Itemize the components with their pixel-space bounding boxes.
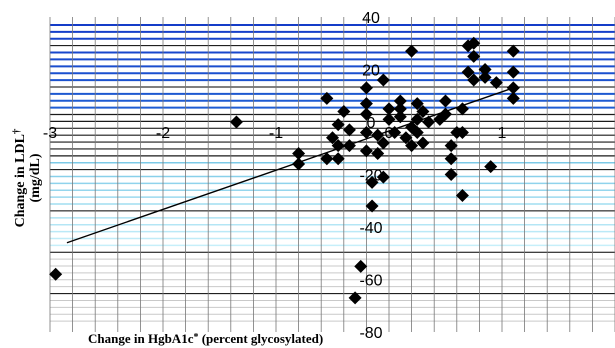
data-point (506, 91, 520, 105)
x-axis-title: Change in HgbA1c* (percent glycosylated) (88, 331, 323, 346)
data-points (49, 36, 520, 305)
data-point (359, 97, 373, 111)
data-point (365, 175, 379, 189)
data-point (455, 126, 469, 139)
data-point (506, 81, 520, 95)
data-point (371, 147, 385, 160)
x-tick-label: 1 (498, 125, 507, 142)
data-point (489, 76, 503, 90)
data-point (444, 152, 458, 166)
data-point (354, 259, 368, 273)
data-point (292, 147, 306, 160)
x-axis-title-main: Change in HgbA1c (88, 331, 194, 346)
data-point (439, 94, 452, 108)
data-point (331, 152, 345, 166)
y-tick-label: 0 (367, 115, 376, 132)
x-tick-label: -2 (156, 125, 170, 142)
y-axis-title-mark: † (11, 128, 23, 134)
data-point (376, 170, 390, 184)
data-point (326, 131, 339, 145)
data-point (484, 160, 498, 174)
data-point (365, 199, 379, 213)
data-point (49, 267, 63, 281)
data-point (393, 110, 407, 124)
y-tick-label: 40 (362, 10, 380, 27)
data-point (229, 115, 243, 129)
y-axis-title-main: Change in LDL (13, 134, 28, 227)
y-tick-labels: 40 20 0 -20 -40 -60 -80 (359, 10, 382, 342)
data-point (331, 118, 345, 132)
y-tick-label: -80 (359, 325, 382, 342)
data-point (331, 139, 345, 153)
data-point (376, 73, 390, 87)
data-point (478, 63, 492, 76)
y-tick-label: -60 (359, 273, 382, 290)
data-point (410, 126, 424, 139)
data-point (444, 139, 458, 153)
data-point (455, 102, 469, 116)
data-point (393, 94, 407, 108)
data-point (292, 157, 306, 171)
data-point (422, 115, 436, 129)
data-point (359, 144, 373, 158)
data-point (359, 126, 373, 139)
data-point (382, 112, 396, 126)
y-tick-label: -40 (359, 220, 382, 237)
data-point (455, 189, 469, 202)
data-point (506, 44, 520, 58)
data-point (410, 112, 424, 126)
y-tick-label: 20 (362, 63, 380, 80)
data-point (405, 139, 419, 153)
data-point (376, 136, 390, 150)
data-point (399, 131, 413, 145)
x-axis-title-mark: * (193, 332, 198, 343)
data-point (348, 291, 362, 305)
data-point (337, 105, 351, 118)
data-point (478, 70, 492, 84)
x-tick-label: -1 (269, 125, 283, 142)
data-point (371, 128, 385, 142)
data-point (393, 102, 407, 116)
data-point (444, 168, 458, 181)
y-tick-label: -20 (359, 168, 382, 185)
data-point (416, 105, 430, 118)
x-tick-label: -3 (43, 125, 57, 142)
trend-line-group (66, 87, 514, 244)
data-point (467, 36, 481, 50)
trend-line (66, 87, 514, 244)
data-point (461, 65, 475, 79)
x-axis-title-unit: (percent glycosylated) (198, 331, 323, 346)
vertical-gridlines (49, 17, 615, 332)
data-point (439, 107, 452, 121)
data-point (467, 49, 481, 63)
data-point (342, 139, 356, 153)
data-point (359, 81, 373, 95)
data-point (320, 91, 334, 105)
data-point (388, 126, 402, 139)
data-point (382, 102, 396, 116)
y-axis-title: Change in LDL† (mg/dL) (11, 128, 43, 227)
data-point (410, 97, 424, 111)
data-point (320, 152, 334, 166)
data-point (467, 73, 481, 87)
svg-text:Change in LDL†: Change in LDL† (11, 128, 28, 227)
data-point (416, 136, 430, 150)
data-point (506, 65, 520, 79)
y-axis-title-unit: (mg/dL) (28, 153, 43, 202)
data-point (405, 44, 419, 58)
data-point (342, 123, 356, 137)
data-point (359, 107, 373, 121)
color-band-grid (50, 24, 615, 322)
